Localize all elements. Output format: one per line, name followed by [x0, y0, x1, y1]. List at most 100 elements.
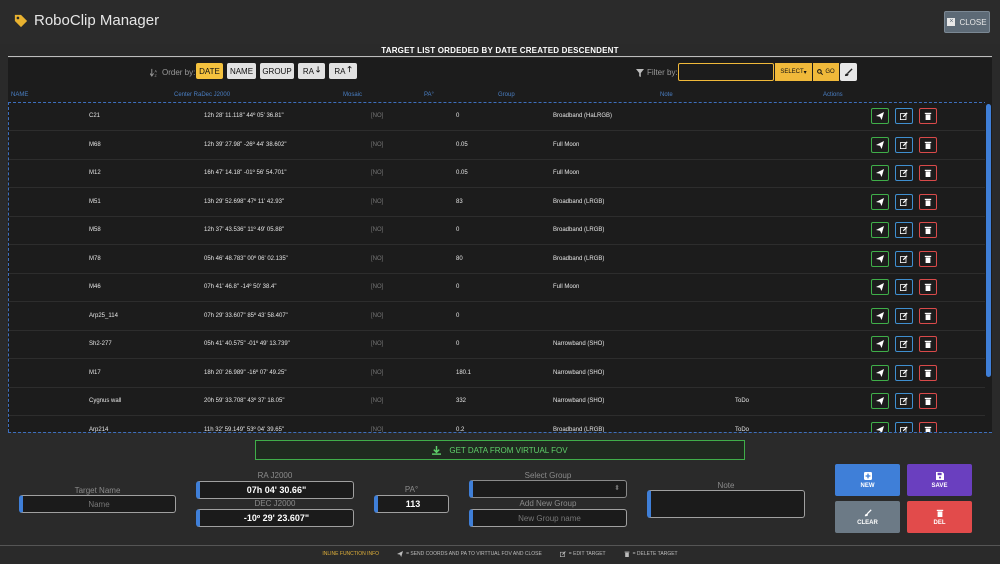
clear-filter-button[interactable] [840, 63, 857, 81]
delete-target-button[interactable] [919, 421, 937, 432]
delete-target-button[interactable] [919, 250, 937, 267]
cell-group: Narrowband (SHO) [553, 369, 605, 376]
cell-pa: 0.05 [456, 170, 468, 176]
order-group-button[interactable]: GROUP [260, 63, 294, 79]
table-row[interactable]: Arp25_114 07h 29' 33.607" 85º 43' 58.407"… [9, 303, 992, 331]
edit-target-button[interactable] [895, 393, 913, 409]
send-to-fov-button[interactable] [871, 250, 889, 267]
new-button[interactable]: NEW [835, 464, 900, 496]
filter-input[interactable] [678, 63, 774, 81]
pa-input[interactable]: 113 [374, 495, 449, 513]
order-date-button[interactable]: DATE [196, 63, 223, 79]
delete-target-button[interactable] [919, 307, 937, 324]
edit-icon [900, 140, 908, 149]
table-row[interactable]: C21 12h 28' 11.118" 44º 05' 36.81" [NO] 0 Br… [9, 103, 992, 131]
edit-target-button[interactable] [895, 421, 913, 432]
cell-name: Sh2-277 [89, 341, 112, 347]
trash-icon [924, 312, 932, 320]
edit-icon [559, 551, 566, 557]
delete-button[interactable]: DEL [907, 501, 972, 533]
edit-target-button[interactable] [895, 108, 913, 124]
col-name-header[interactable]: NAME [11, 92, 29, 98]
delete-target-button[interactable] [919, 364, 937, 381]
delete-target-button[interactable] [919, 279, 937, 295]
cell-pa: 80 [456, 255, 463, 262]
send-to-fov-button[interactable] [871, 307, 889, 324]
col-mosaic-header[interactable]: Mosaic [343, 92, 363, 98]
footer-delete-text: = DELETE TARGET [632, 551, 678, 557]
table-row[interactable]: M78 05h 46' 48.783" 00º 06' 02.135" [NO] 80… [9, 246, 992, 274]
edit-target-button[interactable] [895, 222, 913, 238]
edit-target-button[interactable] [895, 336, 913, 352]
send-to-fov-button[interactable] [871, 279, 889, 295]
send-to-fov-button[interactable] [871, 421, 889, 432]
clear-label: CLEAR [857, 519, 878, 526]
edit-target-button[interactable] [895, 250, 913, 267]
order-ra-desc-button[interactable]: RA 🡓 [298, 63, 325, 79]
send-to-fov-button[interactable] [871, 364, 889, 381]
col-pa-header[interactable]: PA° [424, 92, 434, 98]
col-radec-header[interactable]: Center RaDec J2000 [174, 92, 231, 98]
order-ra-desc-label: RA [302, 66, 314, 76]
ra-input[interactable]: 07h 04' 30.66" [196, 481, 354, 499]
clear-button[interactable]: CLEAR [835, 501, 900, 533]
send-to-fov-button[interactable] [871, 136, 889, 153]
select-group-dropdown[interactable]: ⬍ [469, 480, 627, 498]
delete-target-button[interactable] [919, 193, 937, 210]
table-row[interactable]: Cygnus wall 20h 59' 33.708" 43º 37' 18.05… [9, 388, 992, 416]
edit-target-button[interactable] [895, 193, 913, 210]
get-virtual-fov-button[interactable]: GET DATA FROM VIRTUAL FOV [255, 440, 745, 460]
table-row[interactable]: M58 12h 37' 43.536" 11º 49' 05.88" [NO] 0 Br… [9, 217, 992, 245]
table-row[interactable]: M51 13h 29' 52.698" 47º 11' 42.93" [NO] 83 B… [9, 189, 992, 217]
delete-target-button[interactable] [919, 393, 937, 409]
edit-target-button[interactable] [895, 279, 913, 295]
target-name-input[interactable]: Name [19, 495, 176, 513]
delete-target-button[interactable] [919, 222, 937, 238]
send-to-fov-button[interactable] [871, 336, 889, 352]
edit-target-button[interactable] [895, 307, 913, 324]
send-icon [397, 551, 404, 557]
send-to-fov-button[interactable] [871, 222, 889, 238]
delete-target-button[interactable] [919, 336, 937, 352]
cell-radec: 07h 41' 46.8" -14º 50' 38.4" [204, 284, 277, 290]
table-scrollbar[interactable] [985, 102, 992, 432]
filter-go-button[interactable]: GO [813, 63, 839, 81]
table-row[interactable]: M46 07h 41' 46.8" -14º 50' 38.4" [NO] 0 Full… [9, 274, 992, 302]
edit-target-button[interactable] [895, 136, 913, 153]
table-row[interactable]: Arp214 11h 32' 59.149" 53º 04' 39.65" [NO]… [9, 417, 992, 432]
footer-info-label: INLINE FUNCTION INFO [322, 551, 380, 557]
col-note-header[interactable]: Note [660, 92, 673, 98]
order-ra-asc-button[interactable]: RA 🡑 [329, 63, 357, 79]
save-button[interactable]: SAVE [907, 464, 972, 496]
delete-target-button[interactable] [919, 108, 937, 124]
edit-target-button[interactable] [895, 364, 913, 381]
note-textarea[interactable] [647, 490, 805, 518]
close-button[interactable]: × CLOSE [944, 11, 990, 33]
delete-target-button[interactable] [919, 165, 937, 181]
table-row[interactable]: Sh2-277 05h 41' 40.575" -01º 49' 13.739" [… [9, 331, 992, 359]
get-virtual-fov-label: GET DATA FROM VIRTUAL FOV [449, 445, 568, 455]
send-icon [876, 340, 884, 348]
scroll-thumb[interactable] [986, 104, 991, 377]
send-to-fov-button[interactable] [871, 165, 889, 181]
col-group-header[interactable]: Group [498, 92, 515, 98]
edit-icon [900, 368, 908, 377]
tag-icon [14, 14, 28, 27]
delete-target-button[interactable] [919, 136, 937, 153]
table-row[interactable]: M12 16h 47' 14.18" -01º 56' 54.701" [NO] 0.… [9, 160, 992, 188]
table-row[interactable]: M17 18h 20' 26.989" -16º 07' 49.25" [NO] 18… [9, 360, 992, 388]
new-group-input[interactable]: New Group name [469, 509, 627, 527]
dec-input[interactable]: -10º 29' 23.607" [196, 509, 354, 527]
cell-pa: 0 [456, 113, 460, 119]
order-name-button[interactable]: NAME [227, 63, 256, 79]
download-icon [432, 445, 442, 455]
send-to-fov-button[interactable] [871, 108, 889, 124]
footer-delete-info: = DELETE TARGET [624, 551, 678, 557]
filter-select-dropdown[interactable]: SELECT ▾ [775, 63, 812, 81]
table-row[interactable]: M68 12h 39' 27.98" -26º 44' 38.602" [NO] 0.… [9, 132, 992, 160]
edit-target-button[interactable] [895, 165, 913, 181]
send-to-fov-button[interactable] [871, 393, 889, 409]
cell-name: M46 [89, 284, 101, 290]
send-to-fov-button[interactable] [871, 193, 889, 210]
trash-icon [924, 369, 932, 377]
